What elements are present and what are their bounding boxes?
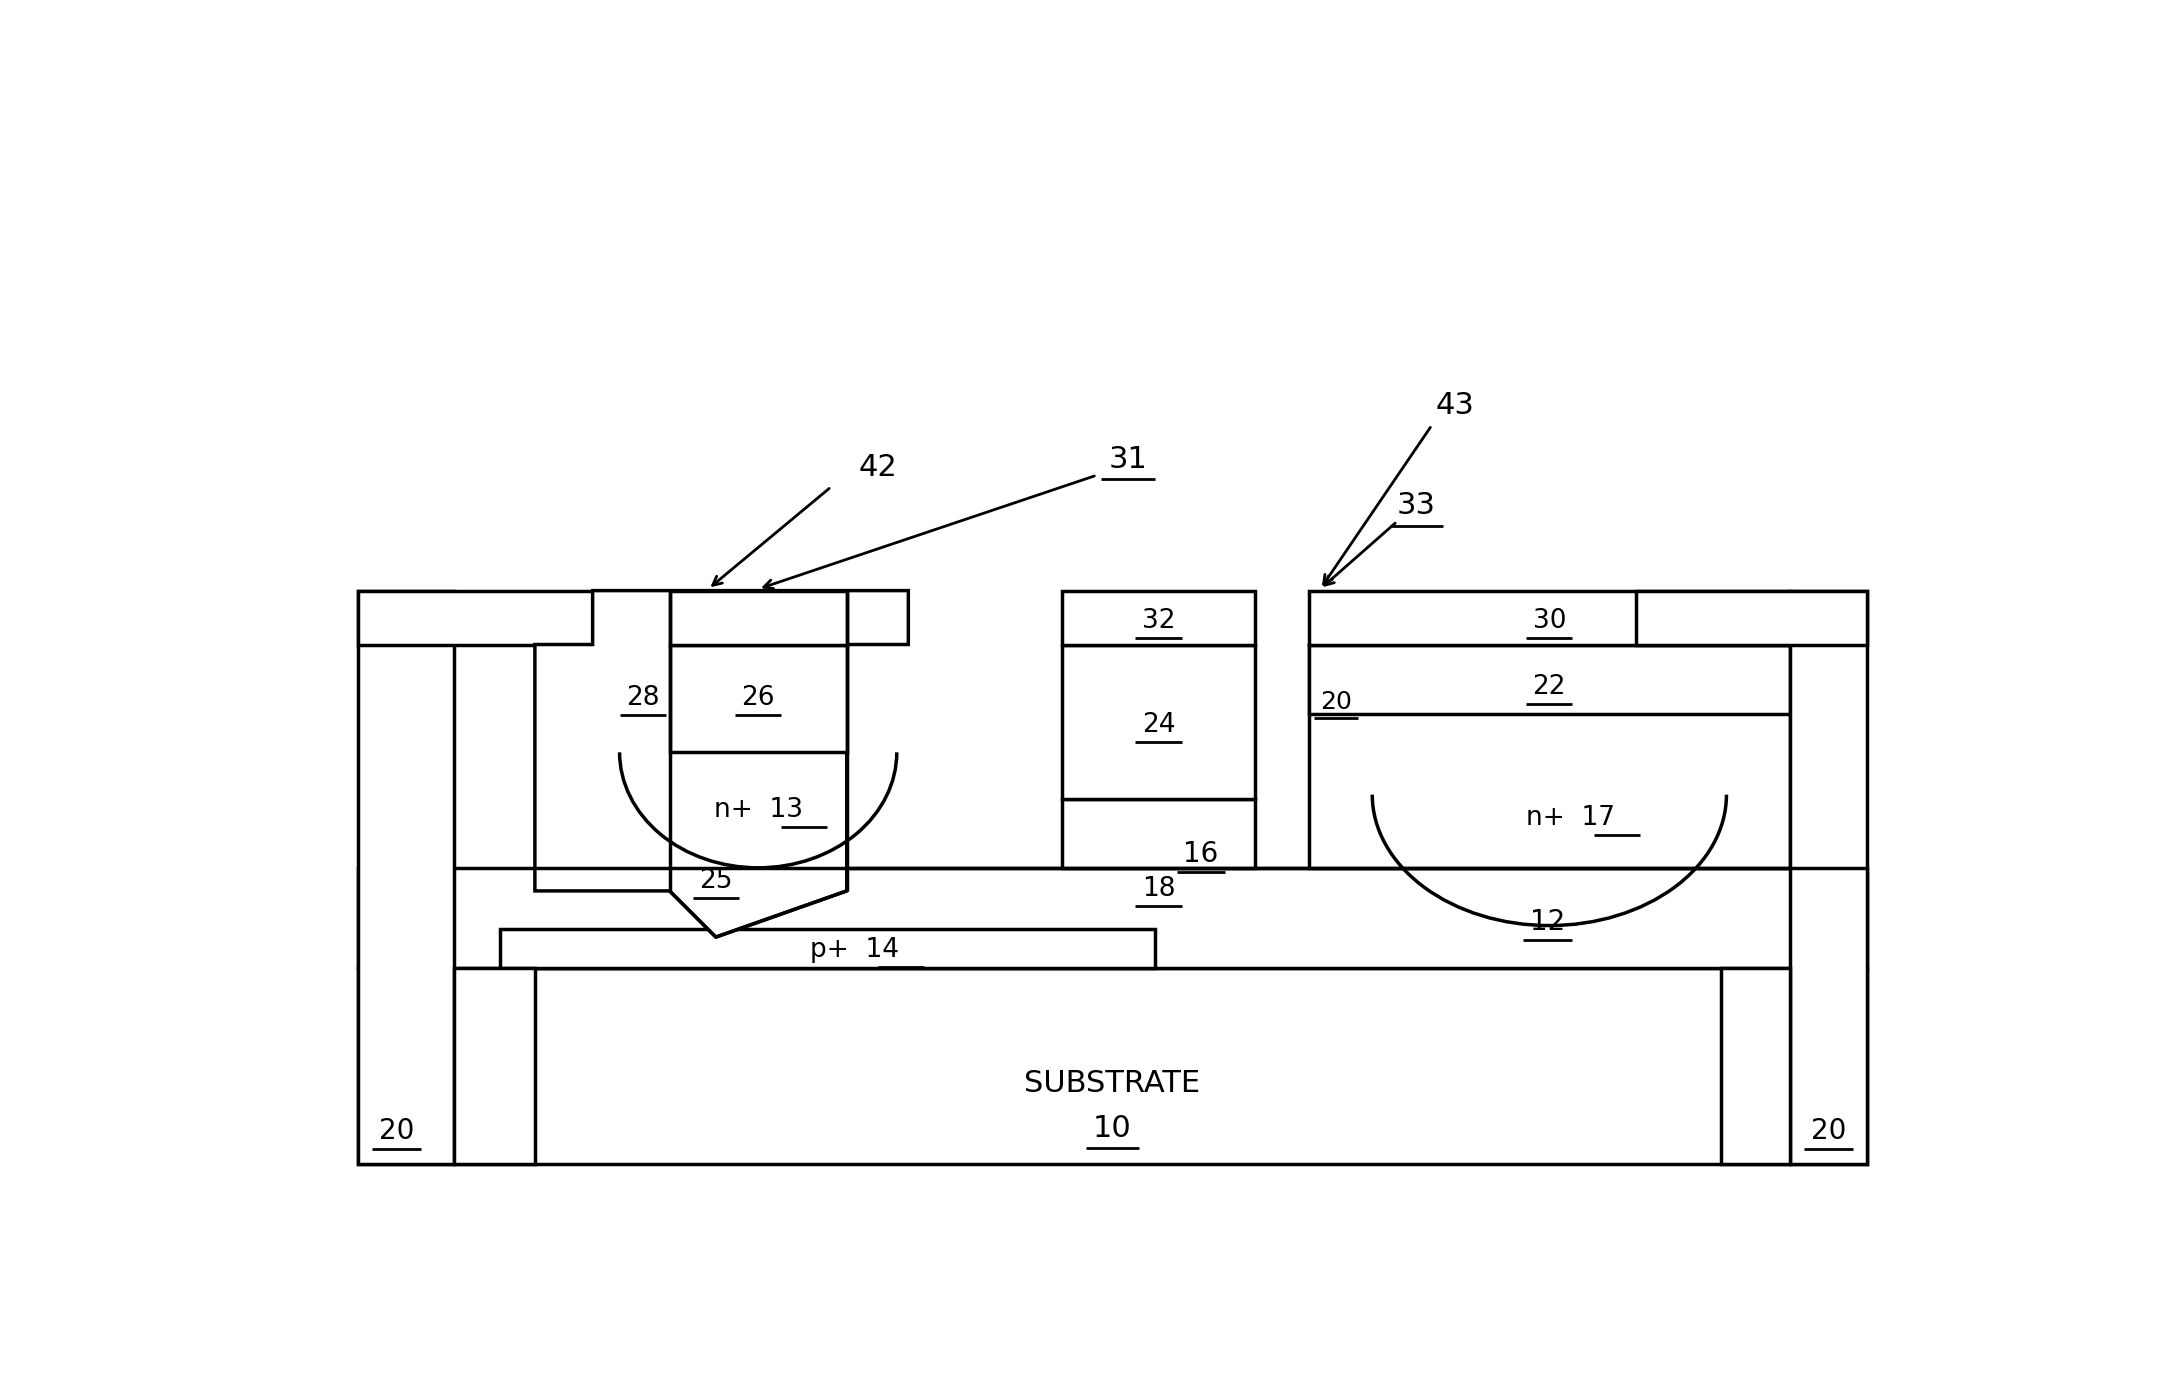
- Text: 33: 33: [1397, 491, 1436, 520]
- Bar: [358, 867, 1868, 968]
- Bar: [669, 590, 847, 645]
- Bar: [1720, 968, 1790, 1164]
- Text: n+  17: n+ 17: [1527, 804, 1616, 831]
- Text: 20: 20: [1321, 690, 1351, 715]
- Polygon shape: [534, 590, 908, 937]
- Text: 18: 18: [1142, 876, 1175, 902]
- Text: 12: 12: [1529, 908, 1566, 936]
- Text: 26: 26: [741, 686, 775, 712]
- Bar: [669, 645, 847, 753]
- Text: 20: 20: [1811, 1118, 1846, 1146]
- Text: 32: 32: [1142, 609, 1175, 634]
- Bar: [358, 590, 454, 1164]
- Bar: [1636, 590, 1868, 645]
- Bar: [500, 929, 1156, 968]
- Text: 43: 43: [1436, 392, 1475, 420]
- Text: p+  14: p+ 14: [810, 937, 899, 963]
- Bar: [1310, 645, 1790, 867]
- Text: 28: 28: [626, 686, 660, 712]
- Bar: [1062, 645, 1255, 799]
- Bar: [358, 590, 593, 645]
- Text: 20: 20: [378, 1118, 415, 1146]
- Bar: [454, 968, 534, 1164]
- Text: 25: 25: [699, 867, 732, 894]
- Bar: [1310, 645, 1790, 713]
- Bar: [1310, 590, 1790, 645]
- Bar: [1062, 590, 1255, 645]
- Text: 22: 22: [1533, 674, 1566, 700]
- Bar: [358, 968, 1868, 1164]
- Text: 24: 24: [1142, 712, 1175, 739]
- Text: 42: 42: [858, 453, 897, 481]
- Text: 31: 31: [1108, 445, 1147, 474]
- Text: 16: 16: [1184, 839, 1218, 867]
- Text: n+  13: n+ 13: [715, 797, 804, 823]
- Text: 10: 10: [1093, 1114, 1132, 1143]
- Bar: [1062, 799, 1255, 867]
- Text: SUBSTRATE: SUBSTRATE: [1025, 1069, 1201, 1098]
- Bar: [1790, 590, 1868, 1164]
- Text: 30: 30: [1533, 609, 1566, 634]
